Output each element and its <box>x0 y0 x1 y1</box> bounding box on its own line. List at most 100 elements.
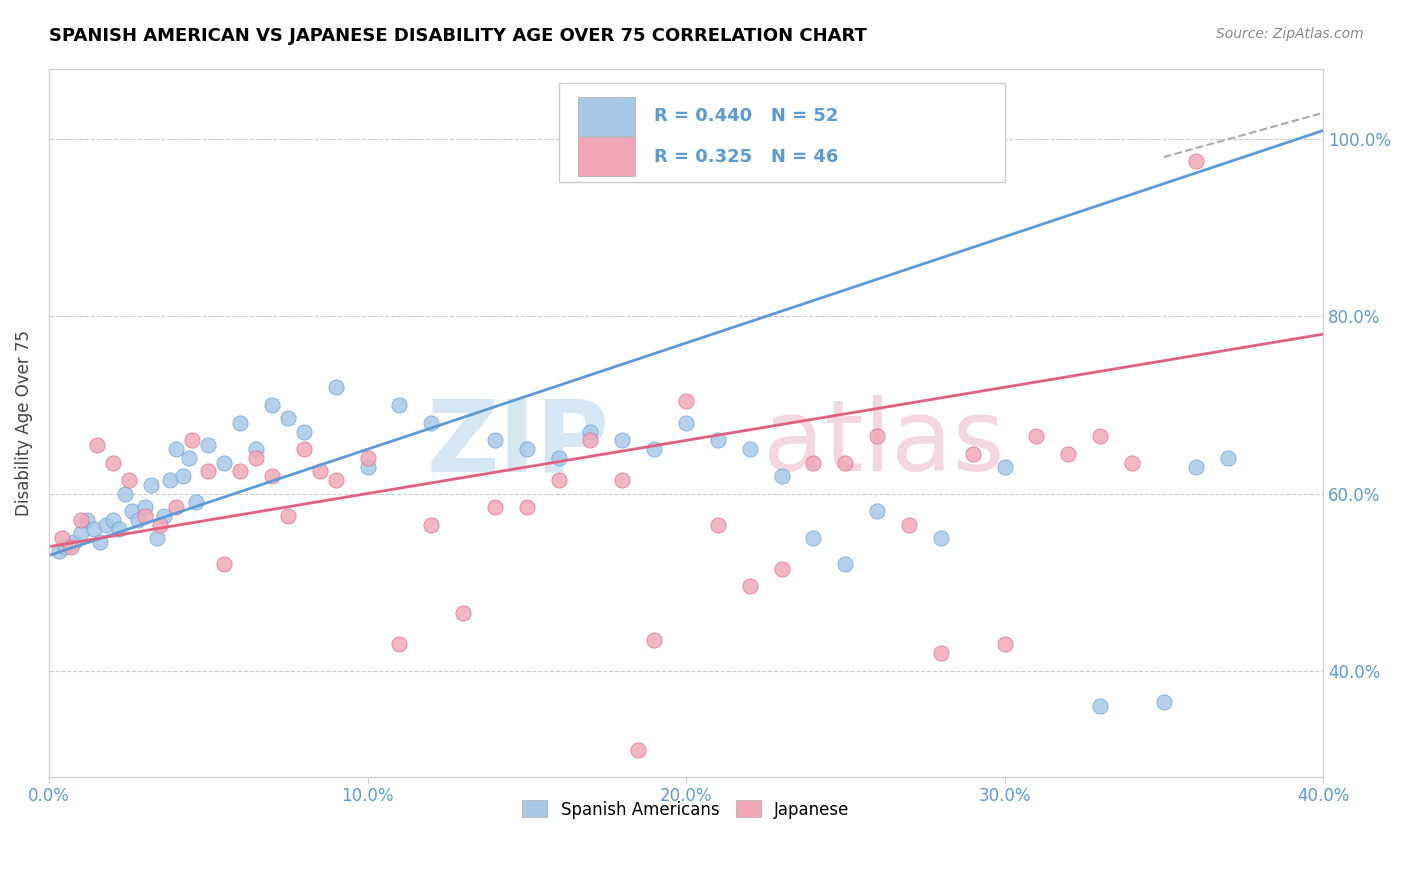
Point <box>547 451 569 466</box>
Point <box>547 473 569 487</box>
Point <box>69 513 91 527</box>
Point <box>707 434 730 448</box>
Text: ZIP: ZIP <box>427 395 610 492</box>
Point <box>994 637 1017 651</box>
Text: R = 0.440   N = 52: R = 0.440 N = 52 <box>654 107 838 125</box>
Point <box>325 380 347 394</box>
FancyBboxPatch shape <box>578 97 636 136</box>
Point <box>69 526 91 541</box>
Point <box>1057 447 1080 461</box>
Text: Source: ZipAtlas.com: Source: ZipAtlas.com <box>1216 27 1364 41</box>
Text: SPANISH AMERICAN VS JAPANESE DISABILITY AGE OVER 75 CORRELATION CHART: SPANISH AMERICAN VS JAPANESE DISABILITY … <box>49 27 868 45</box>
Point <box>127 513 149 527</box>
Point <box>292 425 315 439</box>
Point <box>277 411 299 425</box>
Point <box>53 540 76 554</box>
Point <box>212 456 235 470</box>
Point <box>643 632 665 647</box>
Point <box>292 442 315 457</box>
Text: atlas: atlas <box>762 395 1004 492</box>
Point <box>96 517 118 532</box>
Point <box>516 500 538 514</box>
Point <box>834 558 856 572</box>
Point <box>63 535 86 549</box>
Point <box>260 398 283 412</box>
Point <box>420 517 443 532</box>
Point <box>159 473 181 487</box>
Point <box>356 451 378 466</box>
Point <box>1216 451 1239 466</box>
Point <box>134 500 156 514</box>
Text: R = 0.325   N = 46: R = 0.325 N = 46 <box>654 148 838 166</box>
Point <box>675 393 697 408</box>
Point <box>1184 460 1206 475</box>
Point <box>770 562 793 576</box>
Point <box>139 477 162 491</box>
Point <box>152 508 174 523</box>
Point <box>325 473 347 487</box>
Point <box>1025 429 1047 443</box>
Point <box>929 646 952 660</box>
Point <box>579 434 602 448</box>
Point <box>51 531 73 545</box>
Point <box>245 451 267 466</box>
Point <box>134 508 156 523</box>
Point <box>994 460 1017 475</box>
Point <box>60 540 83 554</box>
Legend: Spanish Americans, Japanese: Spanish Americans, Japanese <box>516 794 856 825</box>
Point <box>484 500 506 514</box>
Point <box>48 544 70 558</box>
Point <box>738 580 761 594</box>
FancyBboxPatch shape <box>558 83 1005 182</box>
Point <box>181 434 204 448</box>
Point <box>451 606 474 620</box>
Point <box>484 434 506 448</box>
Point <box>898 517 921 532</box>
Point <box>1184 154 1206 169</box>
Point <box>643 442 665 457</box>
Point <box>1088 699 1111 714</box>
Point <box>803 456 825 470</box>
Point <box>83 522 105 536</box>
Point <box>962 447 984 461</box>
Point <box>89 535 111 549</box>
Point <box>1121 456 1143 470</box>
Point <box>356 460 378 475</box>
Point <box>245 442 267 457</box>
Point <box>197 464 219 478</box>
Point <box>229 416 252 430</box>
Point <box>866 504 889 518</box>
Point <box>277 508 299 523</box>
Point <box>172 468 194 483</box>
Point <box>770 468 793 483</box>
Point <box>388 398 411 412</box>
Point <box>86 438 108 452</box>
Point <box>834 456 856 470</box>
Point <box>121 504 143 518</box>
Point <box>1153 695 1175 709</box>
Point <box>76 513 98 527</box>
Point <box>308 464 330 478</box>
Point <box>101 456 124 470</box>
Point <box>866 429 889 443</box>
Point <box>184 495 207 509</box>
Point <box>612 434 634 448</box>
Point <box>627 743 650 757</box>
Point <box>229 464 252 478</box>
Point <box>165 442 187 457</box>
Point <box>803 531 825 545</box>
Point <box>114 486 136 500</box>
Point <box>197 438 219 452</box>
Point <box>388 637 411 651</box>
Point <box>612 473 634 487</box>
Y-axis label: Disability Age Over 75: Disability Age Over 75 <box>15 330 32 516</box>
Point <box>420 416 443 430</box>
Point <box>707 517 730 532</box>
Point <box>108 522 131 536</box>
Point <box>101 513 124 527</box>
Point <box>212 558 235 572</box>
Point <box>929 531 952 545</box>
Point <box>738 442 761 457</box>
Point <box>675 416 697 430</box>
Point <box>179 451 201 466</box>
